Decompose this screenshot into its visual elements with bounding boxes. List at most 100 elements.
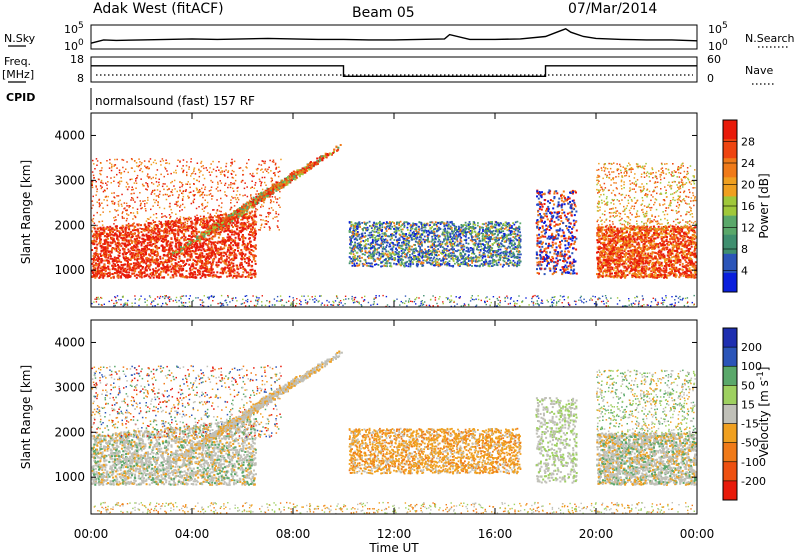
- power-cell: [98, 236, 101, 239]
- power-cell: [247, 248, 250, 251]
- power-cell: [659, 257, 662, 260]
- power-cell: [661, 244, 664, 247]
- power-cell: [251, 232, 254, 235]
- power-cell: [212, 271, 215, 274]
- power-cell: [125, 181, 128, 184]
- power-cell: [181, 209, 183, 211]
- power-cell: [140, 261, 143, 264]
- power-cell: [127, 214, 130, 216]
- power-cell: [168, 188, 170, 190]
- power-cell: [619, 240, 621, 243]
- power-cell: [169, 245, 172, 248]
- power-cell: [96, 190, 98, 193]
- power-cell: [95, 246, 98, 249]
- power-cell: [98, 233, 101, 236]
- power-cell: [114, 158, 116, 161]
- power-cell: [191, 228, 193, 230]
- power-cell: [600, 270, 603, 273]
- power-cell: [663, 244, 666, 247]
- power-cell: [218, 169, 220, 171]
- power-cell: [96, 188, 98, 190]
- power-cell: [228, 264, 231, 266]
- power-cell: [230, 224, 233, 227]
- power-cell: [228, 184, 230, 186]
- power-cell: [183, 235, 186, 237]
- power-cell: [193, 267, 196, 270]
- power-cell: [107, 267, 110, 270]
- power-cell: [194, 252, 197, 255]
- power-cell: [188, 234, 190, 237]
- power-cell: [673, 273, 676, 276]
- power-cell: [130, 212, 132, 214]
- power-cell: [153, 221, 155, 224]
- power-cell: [630, 269, 633, 272]
- power-cell: [133, 244, 136, 247]
- power-cell: [145, 210, 147, 212]
- power-cell: [189, 267, 191, 270]
- power-cell: [243, 187, 246, 190]
- power-cell: [93, 233, 96, 236]
- power-cell: [204, 239, 207, 242]
- power-cell: [615, 244, 617, 247]
- power-cell: [150, 226, 153, 229]
- power-cell: [193, 198, 196, 201]
- noise-tick-right-bottom: 100: [708, 38, 728, 53]
- power-cell: [170, 248, 173, 251]
- power-cell: [223, 230, 226, 233]
- power-cell: [145, 262, 148, 265]
- power-cell: [627, 265, 630, 268]
- power-cell: [613, 231, 616, 234]
- power-cell: [163, 254, 166, 257]
- power-cell: [143, 253, 146, 256]
- power-cell: [107, 235, 110, 237]
- power-cell: [234, 231, 237, 234]
- power-cell: [140, 257, 143, 260]
- power-cell: [684, 250, 687, 253]
- power-cell: [639, 255, 642, 258]
- power-cell: [246, 212, 249, 215]
- power-cell: [193, 251, 196, 254]
- power-cell: [151, 191, 153, 193]
- power-cell: [104, 246, 107, 249]
- power-cell: [250, 224, 253, 227]
- power-cell: [204, 224, 207, 226]
- power-cell: [237, 272, 240, 275]
- power-cell: [110, 249, 113, 252]
- power-cell: [229, 208, 232, 210]
- power-cell: [236, 221, 239, 224]
- power-cell: [254, 184, 256, 186]
- power-cell: [173, 272, 176, 275]
- power-cell: [106, 247, 109, 250]
- power-cell: [152, 248, 154, 251]
- power-cell: [263, 176, 266, 179]
- power-cell: [215, 188, 218, 190]
- power-cell: [600, 237, 603, 240]
- power-cell: [665, 271, 668, 273]
- power-cell: [245, 271, 248, 274]
- power-cell: [661, 256, 664, 259]
- power-cell: [279, 170, 281, 173]
- power-cell: [672, 247, 675, 250]
- power-cell: [98, 258, 101, 261]
- power-cell: [161, 213, 163, 215]
- power-cell: [228, 275, 231, 278]
- power-cell: [224, 244, 227, 247]
- power-cell: [132, 199, 135, 201]
- power-cell: [203, 269, 206, 272]
- power-cell: [254, 213, 257, 216]
- power-cell: [158, 235, 161, 238]
- power-cell: [211, 216, 214, 219]
- power-cell: [253, 238, 256, 241]
- power-cell: [111, 202, 114, 205]
- power-cell: [113, 223, 115, 225]
- power-cell: [276, 216, 278, 218]
- power-cell: [654, 229, 657, 232]
- power-cell: [671, 252, 673, 255]
- power-cell: [220, 182, 223, 184]
- power-cell: [650, 273, 653, 276]
- power-cell: [198, 206, 200, 208]
- power-cell: [632, 251, 635, 254]
- power-cell: [612, 229, 615, 232]
- power-cell: [258, 229, 260, 231]
- power-cell: [225, 169, 227, 171]
